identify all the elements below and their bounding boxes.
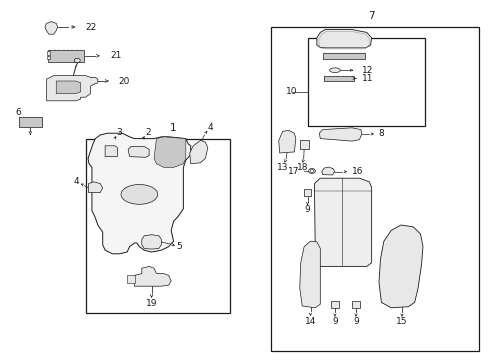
Polygon shape: [46, 76, 98, 101]
Polygon shape: [128, 147, 149, 157]
Bar: [351, 301, 359, 308]
Bar: [48, 50, 84, 62]
Polygon shape: [88, 133, 190, 254]
Polygon shape: [154, 137, 185, 167]
Text: 14: 14: [304, 317, 316, 325]
Bar: [304, 189, 311, 196]
Text: 4: 4: [74, 177, 80, 186]
Bar: [322, 53, 364, 59]
Polygon shape: [47, 51, 50, 55]
Bar: [19, 117, 42, 127]
Bar: [331, 301, 338, 308]
Text: 17: 17: [287, 166, 299, 175]
Bar: [324, 76, 353, 81]
Polygon shape: [314, 178, 371, 266]
Polygon shape: [105, 146, 117, 157]
Polygon shape: [189, 140, 207, 164]
Text: 8: 8: [377, 129, 383, 138]
Bar: [299, 139, 308, 148]
Polygon shape: [142, 235, 161, 249]
Text: 1: 1: [170, 123, 177, 133]
Text: 6: 6: [16, 108, 21, 117]
Ellipse shape: [121, 184, 157, 204]
Polygon shape: [321, 167, 334, 175]
Bar: [307, 38, 425, 126]
Ellipse shape: [329, 68, 340, 72]
Text: 7: 7: [367, 11, 374, 21]
Text: 3: 3: [116, 128, 122, 137]
Text: 11: 11: [361, 74, 373, 83]
Text: 5: 5: [176, 242, 182, 251]
Text: 20: 20: [119, 77, 130, 85]
Polygon shape: [316, 30, 371, 48]
Text: 16: 16: [351, 167, 363, 176]
Polygon shape: [299, 241, 320, 308]
Polygon shape: [278, 130, 295, 153]
Polygon shape: [47, 56, 50, 59]
Polygon shape: [56, 81, 81, 94]
Ellipse shape: [74, 58, 80, 63]
Text: 18: 18: [297, 163, 308, 171]
Text: 4: 4: [207, 123, 213, 132]
Bar: [271, 27, 478, 351]
Text: 9: 9: [352, 317, 358, 326]
Text: 21: 21: [110, 51, 122, 60]
Text: 19: 19: [145, 299, 157, 307]
Text: 13: 13: [277, 163, 288, 171]
Text: 9: 9: [331, 317, 337, 326]
Text: 12: 12: [361, 66, 372, 75]
Text: 22: 22: [85, 22, 97, 31]
Polygon shape: [88, 182, 102, 193]
Text: 2: 2: [144, 128, 150, 137]
Ellipse shape: [308, 168, 315, 174]
Bar: [85, 139, 229, 313]
Polygon shape: [134, 266, 171, 286]
Polygon shape: [45, 22, 58, 34]
Text: 15: 15: [395, 317, 407, 326]
Text: 9: 9: [304, 205, 310, 214]
Text: 10: 10: [285, 87, 297, 96]
Polygon shape: [319, 128, 361, 141]
Polygon shape: [378, 225, 422, 308]
Polygon shape: [127, 275, 135, 283]
Ellipse shape: [309, 170, 313, 172]
